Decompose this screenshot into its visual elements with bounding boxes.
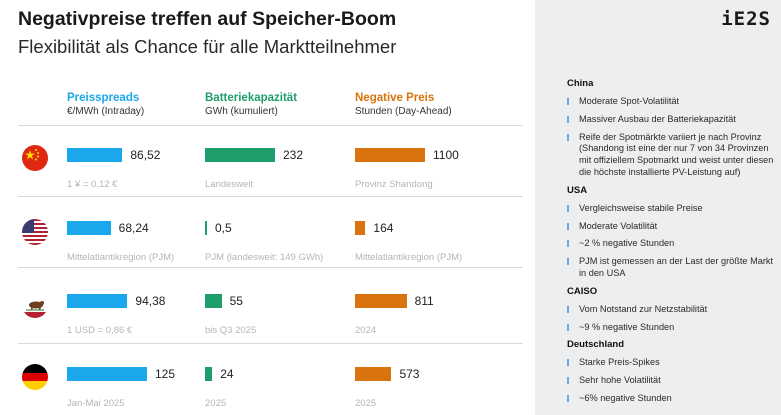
china-flag-icon [22, 145, 48, 171]
bullet-marker-icon [567, 305, 569, 313]
notes-section-title: USA [567, 184, 588, 196]
value-label-negative: 573 [399, 366, 420, 381]
value-label-battery: 0,5 [215, 220, 232, 235]
notes-list-item: ~9 % negative Stunden [567, 322, 779, 334]
note-negative: 2025 [355, 398, 377, 409]
column-header-spread: Preisspreads €/MWh (Intraday) [67, 92, 144, 117]
notes-section-title: China [567, 78, 594, 89]
notes-list-item: Sehr hohe Volatilität [567, 375, 779, 387]
logo: iE2S [721, 8, 771, 30]
chart-panel: Negativpreise treffen auf Speicher-Boom … [18, 8, 523, 409]
bullet-marker-icon [567, 115, 569, 123]
value-label-battery: 232 [283, 147, 304, 162]
notes-item-text: ~6% negative Stunden [579, 392, 672, 403]
bar-battery [205, 294, 222, 308]
bar-negative [355, 221, 366, 235]
notes-list-item: Moderate Spot-Volatilität [567, 96, 779, 108]
bar-negative [355, 367, 392, 381]
column-title-negative: Negative Preis [355, 92, 435, 104]
note-spread: 1 ¥ = 0,12 € [67, 179, 118, 190]
bar-spread [67, 294, 128, 308]
notes-list-item: Starke Preis-Spikes [567, 357, 779, 369]
page-subtitle: Flexibilität als Chance für alle Marktte… [18, 36, 397, 57]
note-negative: Mittelatlantikregion (PJM) [355, 252, 463, 263]
column-header-battery: Batteriekapazität GWh (kumuliert) [205, 92, 297, 117]
value-label-battery: 55 [229, 293, 243, 308]
bullet-marker-icon [567, 258, 569, 266]
row-divider [18, 343, 523, 344]
notes-item-text: Moderate Spot-Volatilität [579, 96, 680, 106]
notes-section-title: CAISO [567, 285, 598, 297]
bullet-marker-icon [567, 204, 569, 212]
notes-item-text: Moderate Volatilität [579, 220, 658, 231]
california-flag-icon [22, 292, 48, 318]
notes-list: China Moderate Spot-Volatilität Massiver A… [567, 78, 779, 411]
notes-item-text: Massiver Ausbau der Batteriekapazität [579, 113, 736, 124]
value-label-negative: 164 [373, 220, 394, 235]
note-spread: Jan-Mai 2025 [67, 398, 125, 409]
bar-negative [355, 294, 407, 308]
note-spread: Mittelatlantikregion (PJM) [67, 252, 175, 263]
column-unit-battery: GWh (kumuliert) [205, 106, 278, 117]
page-title: Negativpreise treffen auf Speicher-Boom [18, 8, 397, 30]
notes-list-item: Vom Notstand zur Netzstabilität [567, 304, 779, 316]
value-label-negative: 811 [414, 293, 434, 308]
notes-list-item: Vergleichsweise stabile Preise [567, 203, 779, 215]
column-unit-spread: €/MWh (Intraday) [67, 106, 145, 117]
bullet-marker-icon [567, 394, 569, 402]
notes-item-text: ~2 % negative Stunden [579, 238, 675, 249]
notes-item-text: Vergleichsweise stabile Preise [579, 202, 703, 213]
value-label-spread: 125 [155, 366, 176, 381]
value-label-spread: 68,24 [118, 220, 149, 235]
notes-list-item: ~2 % negative Stunden [567, 238, 779, 250]
bar-negative [355, 148, 425, 162]
row-divider [18, 196, 523, 197]
bullet-marker-icon [567, 222, 569, 230]
note-battery: bis Q3 2025 [205, 325, 257, 336]
bullet-marker-icon [567, 240, 569, 248]
notes-list-item: Massiver Ausbau der Batteriekapazität [567, 114, 779, 126]
bullet-marker-icon [567, 98, 569, 105]
notes-item-text: Vom Notstand zur Netzstabilität [579, 303, 708, 314]
column-header-negative: Negative Preis Stunden (Day-Ahead) [355, 92, 452, 117]
bullet-marker-icon [567, 377, 569, 385]
notes-item-text: PJM ist gemessen an der Last der größte … [579, 256, 774, 278]
column-title-spread: Preisspreads [67, 92, 140, 104]
notes-section-title: Deutschland [567, 339, 625, 351]
bar-battery [205, 221, 207, 235]
bar-spread [67, 148, 123, 162]
notes-item-text: ~9 % negative Stunden [579, 321, 675, 332]
notes-list-item: ~6% negative Stunden [567, 393, 779, 405]
note-battery: PJM (landesweit: 149 GWh) [205, 252, 324, 263]
value-label-spread: 86,52 [130, 147, 161, 162]
bar-spread [67, 367, 147, 381]
note-spread: 1 USD = 0,86 € [67, 325, 133, 336]
notes-list-item: Moderate Volatilität [567, 221, 779, 233]
bar-battery [205, 148, 275, 162]
bullet-marker-icon [567, 359, 569, 367]
notes-list-item: Reife der Spotmärkte variiert je nach Pr… [567, 132, 779, 179]
bar-battery [205, 367, 213, 381]
bullet-marker-icon [567, 133, 569, 141]
bullet-marker-icon [567, 323, 569, 331]
note-negative: 2024 [355, 325, 377, 336]
bar-spread [67, 221, 111, 235]
value-label-negative: 1100 [433, 147, 459, 162]
column-unit-negative: Stunden (Day-Ahead) [355, 106, 452, 117]
notes-item-text: Starke Preis-Spikes [579, 357, 660, 368]
value-label-battery: 24 [220, 366, 234, 381]
notes-item-text: Reife der Spotmärkte variiert je nach Pr… [579, 131, 774, 177]
notes-list-item: PJM ist gemessen an der Last der größte … [567, 256, 779, 280]
row-divider [18, 267, 523, 268]
note-negative: Provinz Shandong [355, 179, 433, 190]
germany-flag-icon [22, 364, 48, 390]
note-battery: 2025 [205, 398, 227, 409]
usa-flag-icon [22, 219, 48, 245]
value-label-spread: 94,38 [135, 293, 166, 308]
row-divider [18, 125, 523, 126]
notes-item-text: Sehr hohe Volatilität [579, 375, 661, 386]
note-battery: Landesweit [205, 179, 254, 190]
notes-panel: iE2S [535, 0, 781, 415]
column-title-battery: Batteriekapazität [205, 92, 298, 104]
